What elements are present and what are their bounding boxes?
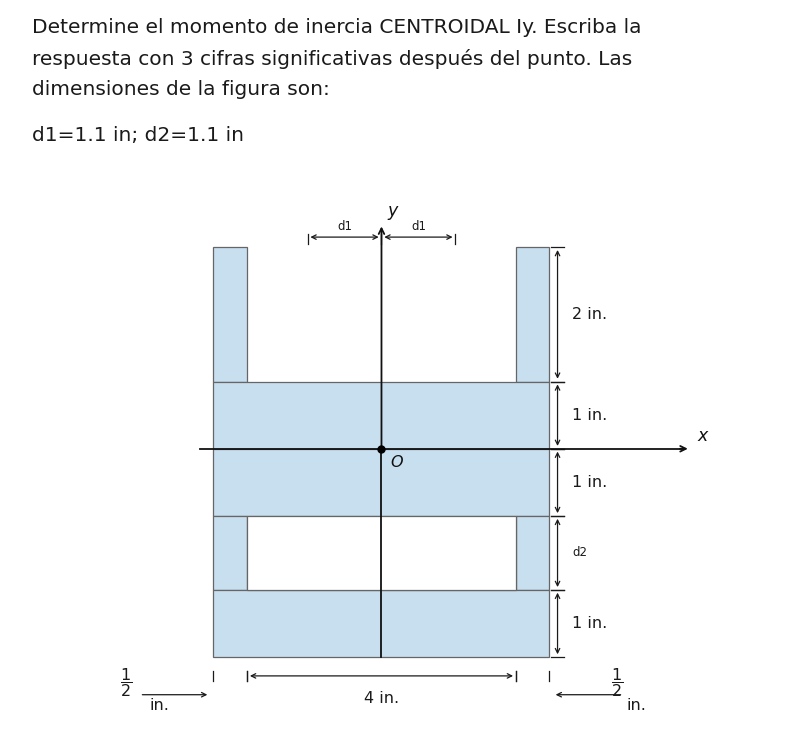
Text: $\dfrac{1}{2}$: $\dfrac{1}{2}$ (120, 666, 132, 699)
Bar (247, 516, 516, 590)
Bar (214, 516, 247, 590)
Bar (516, 247, 549, 382)
Bar (214, 382, 549, 449)
Text: $y$: $y$ (387, 204, 400, 221)
Bar (214, 449, 549, 516)
Text: $O$: $O$ (390, 454, 403, 470)
Text: in.: in. (150, 698, 169, 713)
Text: 4 in.: 4 in. (364, 691, 399, 705)
Text: 2 in.: 2 in. (573, 307, 608, 322)
Text: d1: d1 (337, 220, 352, 233)
Bar (214, 247, 247, 382)
Text: d1: d1 (411, 220, 426, 233)
Text: dimensiones de la figura son:: dimensiones de la figura son: (32, 80, 330, 99)
Text: $x$: $x$ (697, 428, 710, 445)
Bar (214, 590, 549, 657)
Text: 1 in.: 1 in. (573, 616, 608, 631)
Text: d1=1.1 in; d2=1.1 in: d1=1.1 in; d2=1.1 in (32, 126, 244, 145)
Text: Determine el momento de inercia CENTROIDAL Iy. Escriba la: Determine el momento de inercia CENTROID… (32, 18, 642, 37)
Bar (516, 516, 549, 590)
Text: 1 in.: 1 in. (573, 408, 608, 423)
Text: d2: d2 (573, 547, 587, 559)
Text: respuesta con 3 cifras significativas después del punto. Las: respuesta con 3 cifras significativas de… (32, 49, 633, 69)
Text: 1 in.: 1 in. (573, 475, 608, 490)
Text: in.: in. (627, 698, 646, 713)
Text: $\dfrac{1}{2}$: $\dfrac{1}{2}$ (611, 666, 623, 699)
